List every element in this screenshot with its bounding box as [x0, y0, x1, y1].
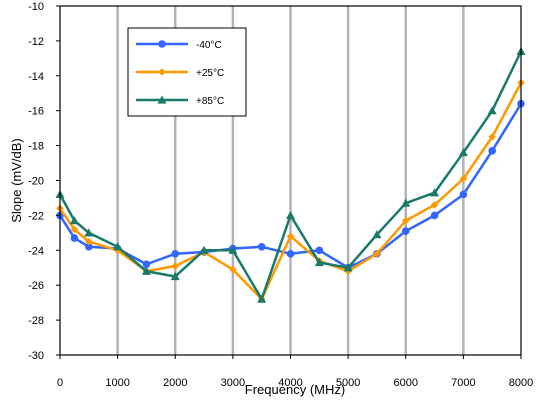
x-tick-label: 5000 [336, 377, 360, 389]
data-point [459, 190, 468, 199]
data-point [69, 216, 79, 225]
data-point [85, 237, 93, 246]
data-point [488, 133, 496, 141]
legend-swatch-marker [157, 95, 167, 104]
y-axis-title: Slope (mV/dB) [9, 138, 24, 223]
legend-label: +85°C [196, 96, 224, 107]
data-point [171, 249, 180, 258]
series-layer [55, 46, 526, 303]
data-point [84, 228, 94, 237]
data-point [257, 294, 267, 303]
data-point [401, 198, 411, 207]
series-line [58, 82, 523, 301]
data-point [257, 243, 266, 251]
data-point [286, 210, 295, 219]
data-point [373, 249, 381, 258]
data-point [171, 262, 180, 270]
legend-label: +25°C [196, 68, 224, 79]
legend: -40°C +25°C +85°C [127, 27, 247, 117]
y-tick-label: -12 [28, 36, 44, 48]
data-point [70, 225, 79, 234]
data-point [286, 232, 295, 241]
legend-entry: +25°C [136, 68, 224, 79]
y-tick-label: -22 [28, 210, 44, 222]
x-tick-label: 0 [57, 377, 63, 389]
x-tick-label: 8000 [509, 377, 533, 389]
data-point [459, 174, 468, 183]
legend-entry: -40°C [136, 40, 222, 51]
data-point [170, 271, 180, 281]
data-point [314, 258, 324, 267]
axis-ticks: -10 -12 -14 -16 -18 -20 -22 -24 -26 -28 -30 0 1000 20… [28, 1, 533, 389]
data-point [286, 249, 295, 258]
data-point [199, 245, 209, 254]
x-tick-label: 2000 [163, 377, 187, 389]
data-point [343, 263, 353, 272]
x-tick-label: 1000 [105, 377, 129, 389]
legend-entry: +85°C [136, 95, 224, 107]
x-axis-title: Frequency (MHz) [245, 382, 345, 397]
x-tick-label: 3000 [221, 377, 245, 389]
data-point [488, 147, 496, 155]
legend-swatch-marker [158, 68, 166, 76]
data-point [430, 188, 440, 197]
data-point [458, 148, 468, 157]
data-point [113, 242, 123, 251]
y-tick-label: -28 [28, 315, 44, 327]
series-line [58, 50, 523, 301]
y-tick-label: -20 [28, 176, 44, 188]
y-tick-label: -30 [28, 350, 44, 362]
data-point [229, 265, 237, 274]
data-point [401, 227, 410, 235]
data-point [85, 243, 93, 251]
data-point [142, 260, 151, 269]
data-point [487, 106, 497, 115]
data-point [70, 234, 79, 242]
x-tick-label: 7000 [451, 377, 475, 389]
data-point [430, 201, 439, 209]
y-tick-label: -14 [28, 71, 44, 83]
data-point [430, 211, 439, 220]
y-tick-label: -26 [28, 280, 44, 292]
y-tick-label: -18 [28, 141, 44, 153]
data-point [372, 230, 382, 239]
legend-swatch-marker [158, 40, 166, 48]
data-point [141, 266, 151, 275]
y-tick-label: -10 [28, 1, 44, 13]
legend-label: -40°C [196, 40, 222, 51]
x-tick-label: 4000 [278, 377, 302, 389]
data-point [228, 245, 238, 254]
data-point [401, 216, 410, 225]
y-tick-label: -24 [28, 245, 44, 257]
y-tick-label: -16 [28, 106, 44, 118]
data-point [315, 246, 324, 255]
x-tick-label: 6000 [394, 377, 418, 389]
